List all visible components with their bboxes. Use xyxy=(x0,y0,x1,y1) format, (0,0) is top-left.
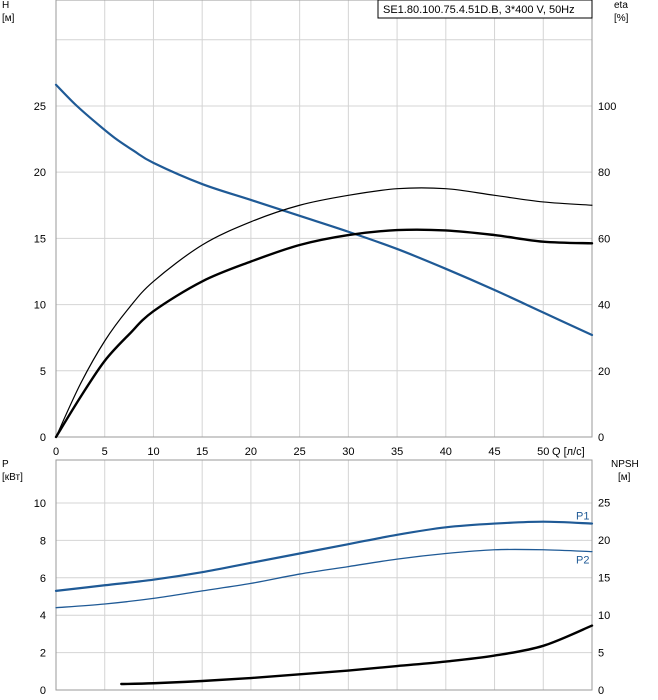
y-tick-label: 8 xyxy=(40,535,46,547)
power-p1-curve xyxy=(54,520,594,592)
y-tick-label: 20 xyxy=(34,167,46,179)
npsh-axis-label: NPSH [м] xyxy=(611,459,639,483)
npsh-curve xyxy=(120,624,594,686)
x-tick-label: 25 xyxy=(294,446,306,458)
power-axis-label: P [кВт] xyxy=(2,459,23,483)
y-tick-label: 15 xyxy=(34,233,46,245)
head-efficiency-panel: 0 5 10 15 20 25 30 35 40 45 50 0 5 10 15 20 25 0 20 40 60 80 1… xyxy=(2,0,629,458)
y-right-tick-label: 100 xyxy=(598,101,616,113)
y-tick-label: 0 xyxy=(40,685,46,697)
y-tick-label: 10 xyxy=(34,300,46,312)
head-axis-label: H [м] xyxy=(2,0,15,24)
efficiency-axis-label: eta [%] xyxy=(614,0,629,24)
y-right-tick-label: 15 xyxy=(598,573,610,585)
y-right-tick-label: 0 xyxy=(598,685,604,697)
power-p2-curve xyxy=(55,548,593,609)
y-right-tick-label: 40 xyxy=(598,300,610,312)
x-tick-label: 15 xyxy=(196,446,208,458)
y-tick-label: 2 xyxy=(40,648,46,660)
x-tick-label: 0 xyxy=(53,446,59,458)
chart-title: SE1.80.100.75.4.51D.B, 3*400 V, 50Hz xyxy=(383,4,575,16)
flow-axis-label: Q [л/с] xyxy=(552,446,585,458)
title-box xyxy=(377,0,593,19)
y-tick-label: 10 xyxy=(34,498,46,510)
y-tick-label: 5 xyxy=(40,366,46,378)
head-curve xyxy=(54,83,594,337)
head-plot-frame xyxy=(55,0,593,438)
series-label-p1: P1 xyxy=(576,511,589,523)
y-right-tick-label: 80 xyxy=(598,167,610,179)
efficiency-curve-thin xyxy=(55,187,593,438)
x-tick-label: 45 xyxy=(488,446,500,458)
x-tick-label: 10 xyxy=(147,446,159,458)
y-right-tick-label: 10 xyxy=(598,610,610,622)
npsh-axis-label-symbol: NPSH xyxy=(611,459,639,470)
y-right-tick-label: 60 xyxy=(598,233,610,245)
series-label-p2: P2 xyxy=(576,555,589,567)
y-right-tick-label: 20 xyxy=(598,366,610,378)
y-tick-label: 6 xyxy=(40,573,46,585)
power-npsh-panel: 0 2 4 6 8 10 0 5 10 15 20 25 P1 P2 P [кВт] NPSH [м] xyxy=(2,459,639,697)
y-tick-label: 0 xyxy=(40,432,46,444)
power-axis-label-unit: [кВт] xyxy=(2,472,23,483)
x-tick-label: 35 xyxy=(391,446,403,458)
head-axis-label-symbol: H xyxy=(2,0,9,11)
x-tick-label: 5 xyxy=(102,446,108,458)
x-tick-label: 40 xyxy=(440,446,452,458)
y-right-tick-label: 5 xyxy=(598,648,604,660)
efficiency-axis-label-unit: [%] xyxy=(614,13,629,24)
y-right-tick-label: 25 xyxy=(598,498,610,510)
efficiency-curve-thick xyxy=(54,228,594,439)
efficiency-axis-label-symbol: eta xyxy=(614,0,628,11)
y-right-tick-label: 20 xyxy=(598,535,610,547)
x-tick-label: 50 xyxy=(537,446,549,458)
power-plot-frame xyxy=(55,459,593,691)
y-right-tick-label: 0 xyxy=(598,432,604,444)
head-axis-label-unit: [м] xyxy=(2,13,15,24)
y-tick-label: 4 xyxy=(40,610,46,622)
y-tick-label: 25 xyxy=(34,101,46,113)
power-axis-label-symbol: P xyxy=(2,459,9,470)
x-tick-label: 30 xyxy=(342,446,354,458)
npsh-axis-label-unit: [м] xyxy=(618,472,631,483)
x-tick-label: 20 xyxy=(245,446,257,458)
